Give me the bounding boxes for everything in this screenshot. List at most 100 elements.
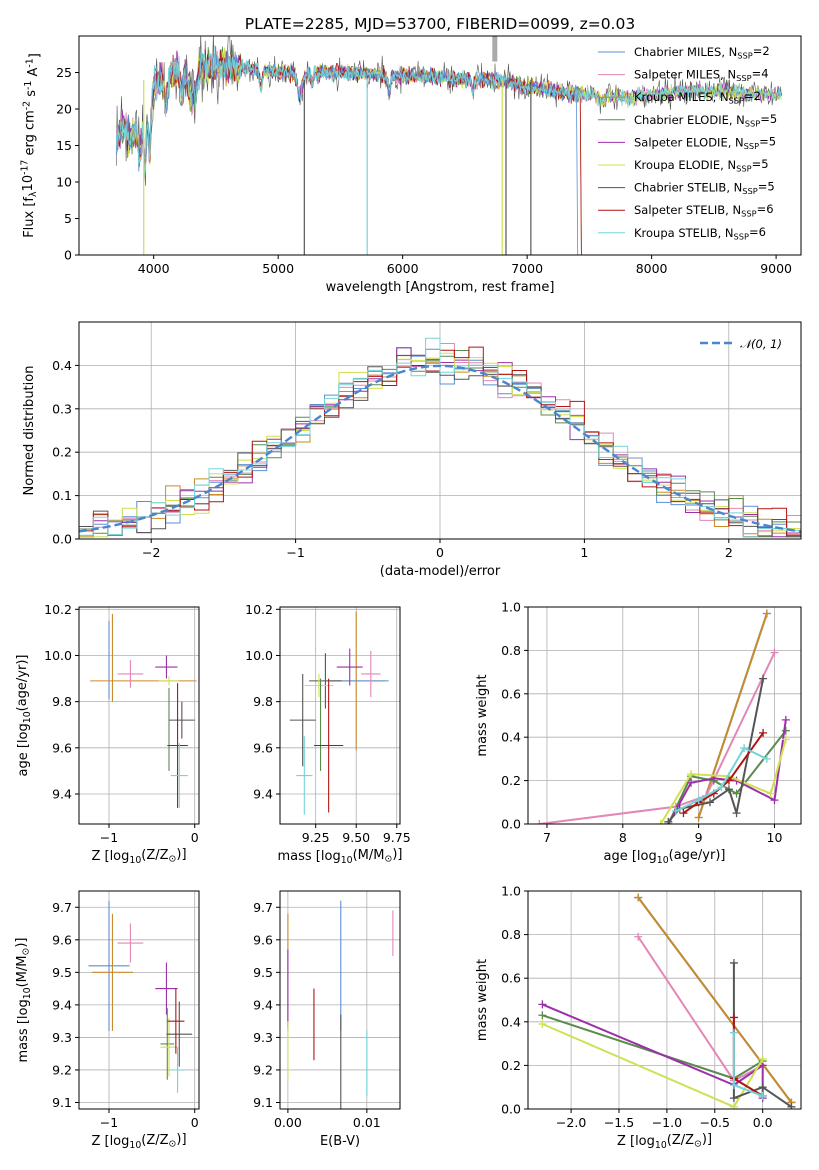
x-tick-label: 0 <box>436 545 444 560</box>
weight-marker <box>732 809 741 818</box>
weight-line-2 <box>637 896 793 1104</box>
weight-line-1 <box>539 652 776 824</box>
x-tick-label: 0.01 <box>353 1115 381 1130</box>
y-tick-label: 0.4 <box>501 1014 521 1029</box>
age-vs-Z-plot-area <box>90 613 197 808</box>
y-tick-label: 9.1 <box>253 1095 273 1110</box>
weight-marker <box>781 715 790 724</box>
weight-marker <box>634 932 643 941</box>
weight-marker <box>766 789 775 798</box>
spectrum-chart: 4000 5000 6000 7000 8000 9000 0 5 10 15 20 25 wavele… <box>20 15 802 295</box>
x-tick-label: −1.0 <box>652 1115 682 1130</box>
age-vs-mass-plot-area <box>289 611 389 815</box>
axes-frame <box>78 890 200 1110</box>
spectrum-plot-area <box>115 36 783 255</box>
residuals-chart: −2 −1 0 1 2 0.0 0.1 0.2 0.3 0.4 (data-model)/error… <box>22 321 802 579</box>
normal-curve <box>79 364 801 533</box>
y-tick-label: 10.2 <box>44 602 72 617</box>
legend-entry: Salpeter STELIB, NSSP​=6 <box>634 202 774 218</box>
y-tick-label: 1.0 <box>501 600 521 615</box>
weight-marker <box>762 609 771 618</box>
y-tick-label: 20 <box>56 102 72 117</box>
y-tick-label: 9.8 <box>253 694 273 709</box>
y-tick-label: 0.0 <box>52 532 72 547</box>
legend-entry: Salpeter MILES, NSSP​=4 <box>634 67 769 83</box>
y-tick-label: 0.2 <box>501 773 521 788</box>
weight-marker <box>634 893 643 902</box>
x-tick-label: 2 <box>725 545 733 560</box>
y-tick-label: 9.4 <box>253 997 273 1012</box>
weight-marker <box>706 798 714 807</box>
legend-entry: Chabrier MILES, NSSP​=2 <box>634 44 770 60</box>
y-tick-label: 0 <box>64 248 72 263</box>
y-tick-label: 0.2 <box>501 1058 521 1073</box>
y-axis-label: Normed distribution <box>22 366 37 496</box>
x-tick-label: 9 <box>695 830 703 845</box>
x-tick-label: 0.00 <box>274 1115 302 1130</box>
x-tick-label: 6000 <box>387 261 419 276</box>
mass-vs-Z-chart: −1 0 9.1 9.2 9.3 9.4 9.5 9.6 9.7 Z [log10​(Z/Z⊙​)… <box>14 890 200 1151</box>
x-axis-label: Z [log10​(Z/Z⊙​)] <box>617 1132 712 1151</box>
y-tick-label: 0.0 <box>501 1102 521 1117</box>
y-tick-label: 9.7 <box>52 900 72 915</box>
axes-frame <box>527 890 802 1110</box>
x-tick-label: −1 <box>100 1115 118 1130</box>
y-axis-label: Flux [fλ​10-17​ erg cm-2​ s-1​ A-1​] <box>20 53 43 238</box>
residuals-plot-area <box>79 337 801 539</box>
y-axis-label: mass weight <box>475 674 490 756</box>
weight-marker <box>758 1054 767 1063</box>
mass-vs-ebv-chart: 0.00 0.01 9.1 9.2 9.3 9.4 9.5 9.6 9.7 E(B-V) <box>253 890 401 1149</box>
y-tick-label: 9.8 <box>52 694 72 709</box>
x-tick-label: 0 <box>191 1115 199 1130</box>
y-tick-label: 9.6 <box>52 932 72 947</box>
spectrum-line-8 <box>115 44 783 176</box>
weight-marker <box>538 1019 547 1028</box>
weight-marker <box>729 1081 738 1090</box>
x-tick-label: 1 <box>580 545 588 560</box>
weight-marker <box>664 817 673 824</box>
legend: Chabrier MILES, NSSP​=2 Salpeter MILES, N… <box>598 44 777 241</box>
legend-entry: Chabrier ELODIE, NSSP​=5 <box>634 112 777 128</box>
mass-vs-Z-plot-area <box>88 900 193 1093</box>
y-tick-label: 0.1 <box>52 488 72 503</box>
weight-marker <box>679 809 688 818</box>
y-tick-label: 9.4 <box>52 786 72 801</box>
weight-line-3 <box>542 1014 764 1080</box>
y-tick-label: 0.6 <box>501 686 521 701</box>
axes-frame <box>78 606 200 825</box>
x-tick-label: 10 <box>767 830 783 845</box>
x-axis-label: age [log10​(age/yr)] <box>604 848 726 866</box>
weight-marker <box>729 1013 738 1022</box>
y-tick-label: 9.1 <box>52 1095 72 1110</box>
age-vs-mass-chart: 9.25 9.50 9.75 9.4 9.6 9.8 10.0 10.2 mass [log10… <box>245 602 411 866</box>
y-tick-label: 9.6 <box>253 932 273 947</box>
y-tick-label: 9.2 <box>253 1062 273 1077</box>
y-tick-label: 9.5 <box>253 965 273 980</box>
weight-marker <box>787 1102 796 1109</box>
y-axis-label: mass weight <box>475 959 490 1041</box>
y-axis-label: mass [log10​(M/M⊙​)] <box>14 938 33 1063</box>
y-tick-label: 0.8 <box>501 927 521 942</box>
x-tick-label: −1.5 <box>604 1115 634 1130</box>
weight-marker <box>729 1094 738 1103</box>
weight-line-2 <box>697 613 768 818</box>
massweight-vs-age-chart: 7 8 9 10 0.0 0.2 0.4 0.6 0.8 1.0 age [log10​(age/y… <box>475 600 802 866</box>
y-tick-label: 0.0 <box>501 817 521 832</box>
x-tick-label: 5000 <box>262 261 294 276</box>
x-axis-label: wavelength [Angstrom, rest frame] <box>326 280 555 295</box>
x-tick-label: −0.5 <box>700 1115 730 1130</box>
legend-entry: Kroupa STELIB, NSSP​=6 <box>634 225 766 241</box>
y-tick-label: 9.6 <box>52 740 72 755</box>
y-tick-label: 9.6 <box>253 740 273 755</box>
x-tick-label: 0.0 <box>753 1115 773 1130</box>
x-tick-label: −1 <box>286 545 304 560</box>
weight-marker <box>717 783 726 792</box>
weight-marker <box>687 770 696 779</box>
age-vs-Z-chart: −1 0 9.4 9.6 9.8 10.0 10.2 Z [log10​(Z/Z⊙​)] age… <box>15 602 200 866</box>
y-tick-label: 0.4 <box>501 730 521 745</box>
weight-marker <box>732 789 741 798</box>
axes-frame <box>279 890 401 1110</box>
weight-marker <box>758 1091 767 1100</box>
legend-entry: Salpeter ELODIE, NSSP​=5 <box>634 134 776 150</box>
